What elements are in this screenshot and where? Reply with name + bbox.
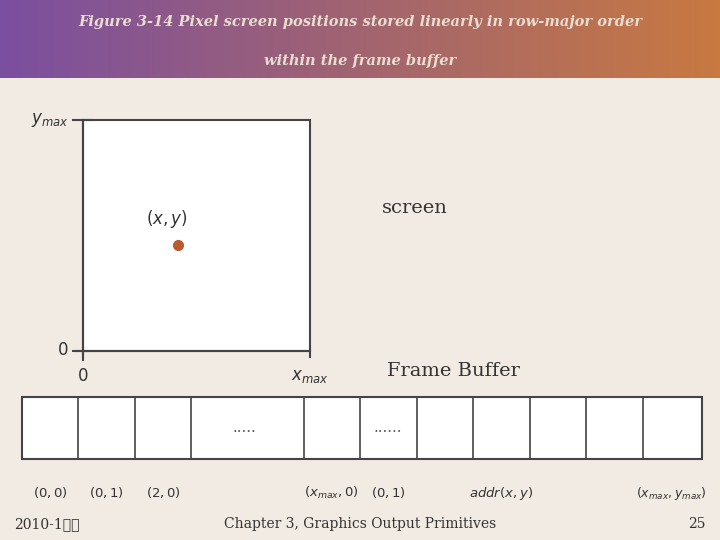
- Text: $(0,1)$: $(0,1)$: [89, 484, 124, 500]
- Text: within the frame buffer: within the frame buffer: [264, 54, 456, 68]
- Bar: [83, 120, 310, 350]
- Text: $(x_{max},y_{max})$: $(x_{max},y_{max})$: [636, 484, 707, 502]
- Text: $(2,0)$: $(2,0)$: [145, 484, 181, 500]
- Text: ......: ......: [374, 421, 402, 435]
- Text: Frame Buffer: Frame Buffer: [387, 362, 520, 381]
- Text: $(0,1)$: $(0,1)$: [371, 484, 406, 500]
- Text: 2010-1학기: 2010-1학기: [14, 517, 80, 531]
- Text: .....: .....: [233, 421, 256, 435]
- Text: $(0,0)$: $(0,0)$: [33, 484, 68, 500]
- Text: 25: 25: [688, 517, 706, 531]
- Text: Figure 3-14 Pixel screen positions stored linearly in row-major order: Figure 3-14 Pixel screen positions store…: [78, 15, 642, 29]
- Text: $0$: $0$: [77, 368, 89, 385]
- Text: $(x_{max},0)$: $(x_{max},0)$: [305, 484, 359, 501]
- Bar: [22, 397, 702, 459]
- Text: $addr(x,y)$: $addr(x,y)$: [469, 484, 534, 502]
- Text: Chapter 3, Graphics Output Primitives: Chapter 3, Graphics Output Primitives: [224, 517, 496, 531]
- Text: $(x,y)$: $(x,y)$: [145, 208, 187, 230]
- Text: $y_{max}$: $y_{max}$: [31, 111, 68, 129]
- Text: $x_{max}$: $x_{max}$: [291, 368, 328, 385]
- Text: $0$: $0$: [57, 342, 68, 359]
- Text: screen: screen: [382, 199, 447, 217]
